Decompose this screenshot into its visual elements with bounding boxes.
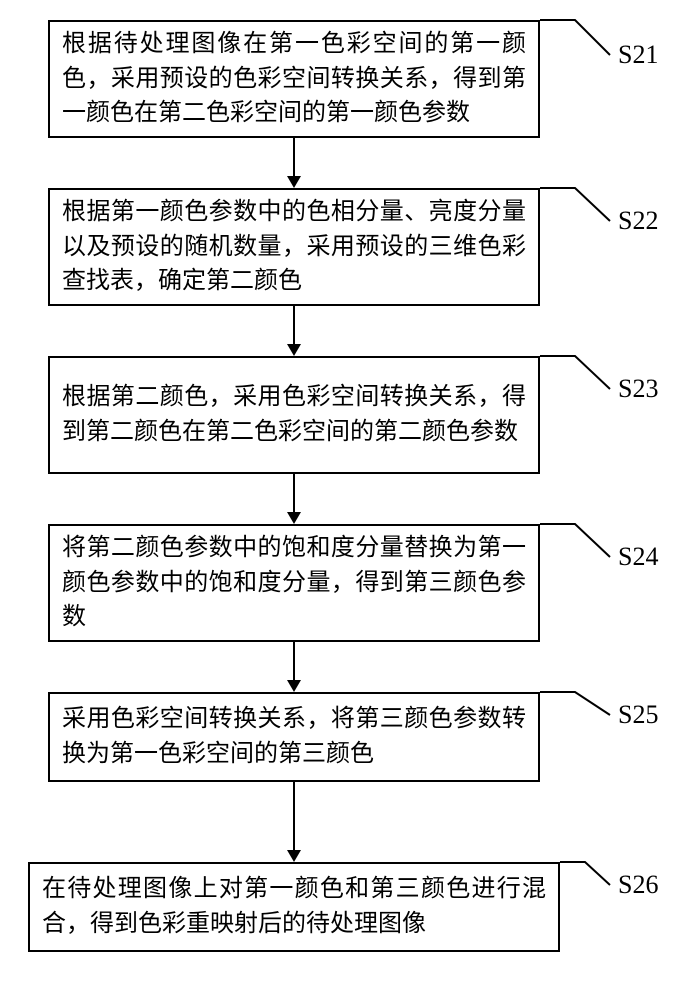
label-line-s22 [540, 188, 610, 228]
arrow-s21-s22 [284, 138, 304, 188]
flow-step-label-s26: S26 [618, 870, 658, 900]
label-line-s23 [540, 356, 610, 396]
label-line-s21 [540, 20, 610, 60]
flow-step-s21: 根据待处理图像在第一色彩空间的第一颜色，采用预设的色彩空间转换关系，得到第一颜色… [48, 20, 540, 138]
flow-step-label-s21: S21 [618, 40, 658, 70]
label-line-s26 [560, 862, 610, 902]
flow-step-label-s22: S22 [618, 206, 658, 236]
flow-step-text: 根据待处理图像在第一色彩空间的第一颜色，采用预设的色彩空间转换关系，得到第一颜色… [62, 27, 526, 131]
label-line-s25 [540, 692, 610, 732]
flow-step-text: 根据第二颜色，采用色彩空间转换关系，得到第二颜色在第二色彩空间的第二颜色参数 [62, 380, 526, 450]
arrow-s22-s23 [284, 306, 304, 356]
flow-step-label-s25: S25 [618, 700, 658, 730]
flow-step-text: 将第二颜色参数中的饱和度分量替换为第一颜色参数中的饱和度分量，得到第三颜色参数 [62, 531, 526, 635]
arrow-s24-s25 [284, 642, 304, 692]
flow-step-label-s24: S24 [618, 542, 658, 572]
flow-step-label-s23: S23 [618, 374, 658, 404]
flow-step-s25: 采用色彩空间转换关系，将第三颜色参数转换为第一色彩空间的第三颜色 [48, 692, 540, 782]
flow-step-s26: 在待处理图像上对第一颜色和第三颜色进行混合，得到色彩重映射后的待处理图像 [28, 862, 560, 952]
flow-step-s24: 将第二颜色参数中的饱和度分量替换为第一颜色参数中的饱和度分量，得到第三颜色参数 [48, 524, 540, 642]
flow-step-text: 在待处理图像上对第一颜色和第三颜色进行混合，得到色彩重映射后的待处理图像 [42, 872, 546, 942]
flow-step-text: 采用色彩空间转换关系，将第三颜色参数转换为第一色彩空间的第三颜色 [62, 702, 526, 772]
flow-step-s23: 根据第二颜色，采用色彩空间转换关系，得到第二颜色在第二色彩空间的第二颜色参数 [48, 356, 540, 474]
arrow-s25-s26 [284, 782, 304, 862]
flow-step-s22: 根据第一颜色参数中的色相分量、亮度分量以及预设的随机数量，采用预设的三维色彩查找… [48, 188, 540, 306]
label-line-s24 [540, 524, 610, 564]
arrow-s23-s24 [284, 474, 304, 524]
flow-step-text: 根据第一颜色参数中的色相分量、亮度分量以及预设的随机数量，采用预设的三维色彩查找… [62, 195, 526, 299]
